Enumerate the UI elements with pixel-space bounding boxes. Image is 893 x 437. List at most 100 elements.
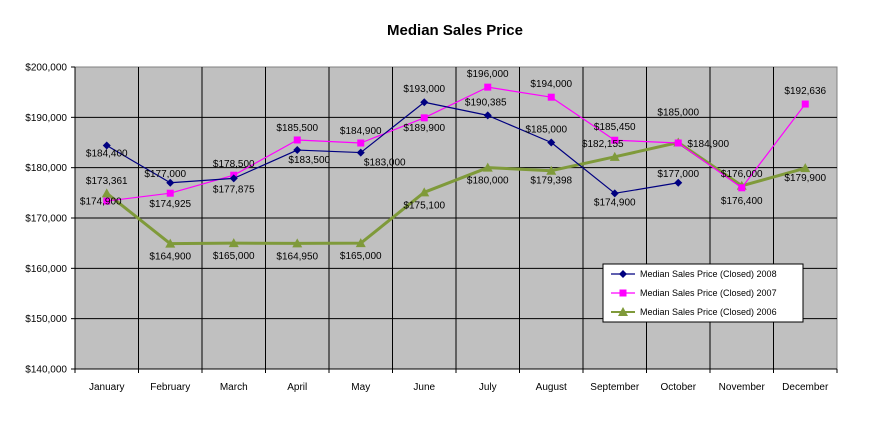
series-2008-point (166, 178, 175, 187)
series-2006-data-label: $179,900 (784, 173, 826, 184)
series-2006-point (355, 238, 366, 248)
series-2008-point (674, 178, 683, 187)
series-2008-data-label: $174,900 (594, 197, 636, 208)
series-2008-data-label: $177,875 (213, 184, 255, 195)
x-tick-label: December (782, 382, 829, 393)
series-2007-data-label: $192,636 (784, 86, 826, 97)
series-2007-point (293, 136, 301, 144)
legend-label: Median Sales Price (Closed) 2007 (640, 288, 777, 298)
series-2008-data-label: $177,000 (144, 169, 186, 180)
legend-entry-2006: Median Sales Price (Closed) 2006 (611, 307, 777, 317)
x-tick-label: July (479, 382, 497, 393)
series-2008-point (229, 174, 238, 183)
y-tick-label: $150,000 (25, 314, 67, 325)
series-2007-point (611, 136, 619, 144)
series-2008-data-label: $183,500 (288, 155, 330, 166)
x-tick-label: August (536, 382, 567, 393)
series-2007-data-label: $184,900 (340, 126, 382, 137)
series-2007-point (674, 139, 682, 147)
series-2006-data-label: $185,000 (657, 108, 699, 119)
x-tick-label: September (590, 382, 640, 393)
legend-swatch-marker (619, 289, 627, 297)
y-tick-label: $160,000 (25, 264, 67, 275)
series-2007-data-label: $178,500 (213, 159, 255, 170)
chart-title: Median Sales Price (387, 22, 523, 39)
series-2006-point (482, 162, 493, 172)
series-2006-data-label: $164,950 (276, 251, 318, 262)
series-2007-point (103, 197, 111, 205)
series-2006-data-label: $182,155 (582, 139, 624, 150)
series-2008-point (547, 138, 556, 147)
series-2007-point (484, 83, 492, 91)
series-2008-point (483, 111, 492, 120)
y-tick-label: $180,000 (25, 163, 67, 174)
series-2006-data-label: $164,900 (149, 252, 191, 263)
series-2007-data-label: $196,000 (467, 69, 509, 80)
y-tick-label: $170,000 (25, 214, 67, 225)
series-2007 (103, 83, 809, 205)
x-tick-label: April (287, 382, 307, 393)
series-2007-data-label: $185,450 (594, 122, 636, 133)
series-2007-point (801, 100, 809, 108)
series-2006-point (228, 238, 239, 248)
series-2008-data-label: $190,385 (465, 97, 507, 108)
x-tick-label: January (89, 382, 125, 393)
series-2006 (101, 137, 811, 248)
series-2008-point (102, 141, 111, 150)
x-tick-label: February (150, 382, 190, 393)
series-2006-point (165, 238, 176, 248)
series-2007-point (420, 114, 428, 122)
series-2006-point (292, 238, 303, 248)
legend-swatch-marker (618, 307, 628, 316)
series-2006-point (800, 163, 811, 173)
series-2008-data-label: $184,400 (86, 149, 128, 160)
series-2008-data-label: $193,000 (403, 84, 445, 95)
series-2007-point (357, 139, 365, 147)
series-2008-point (356, 148, 365, 157)
series-2007-line (106, 86, 806, 202)
series-2008-data-label: $183,000 (364, 158, 406, 169)
x-tick-label: October (660, 382, 696, 393)
y-tick-label: $200,000 (25, 63, 67, 74)
legend-label: Median Sales Price (Closed) 2006 (640, 307, 777, 317)
x-tick-label: March (220, 382, 248, 393)
series-2007-point (547, 93, 555, 101)
x-tick-label: May (351, 382, 370, 393)
series-2008-point (420, 98, 429, 107)
legend-label: Median Sales Price (Closed) 2008 (640, 269, 777, 279)
x-tick-label: June (413, 382, 435, 393)
series-2007-data-label: $189,900 (403, 123, 445, 134)
series-2007-data-label: $173,361 (86, 176, 128, 187)
series-2008-data-label: $185,000 (525, 125, 567, 136)
series-2008-point (610, 189, 619, 198)
y-tick-label: $140,000 (25, 365, 67, 376)
series-2008-line (106, 101, 679, 194)
legend-swatch-marker (619, 270, 627, 278)
series-2006-point (609, 151, 620, 161)
series-2006-line (105, 141, 806, 246)
series-2007-data-label: $174,925 (149, 199, 191, 210)
series-2006-point (101, 188, 112, 198)
series-2007-data-label: $176,000 (721, 169, 763, 180)
legend-box (602, 263, 804, 323)
series-2008-data-label: $177,000 (657, 169, 699, 180)
series-2008-point (293, 146, 302, 155)
series-2006-data-label: $165,000 (340, 251, 382, 262)
series-2006-point (546, 165, 557, 175)
y-tick-label: $190,000 (25, 113, 67, 124)
series-2006-data-label: $165,000 (213, 251, 255, 262)
series-2007-data-label: $185,500 (276, 123, 318, 134)
series-2007-point (166, 189, 174, 197)
series-2006-data-label: $175,100 (403, 200, 445, 211)
series-2006-data-label: $174,900 (80, 196, 122, 207)
legend-entry-2008: Median Sales Price (Closed) 2008 (611, 269, 777, 279)
series-2008 (102, 98, 683, 198)
series-2007-point (738, 184, 746, 192)
series-2006-point (419, 187, 430, 197)
series-2007-data-label: $194,000 (530, 79, 572, 90)
series-2006-data-label: $180,000 (467, 176, 509, 187)
series-2006-data-label: $176,400 (721, 196, 763, 207)
series-2007-data-label: $184,900 (687, 139, 729, 150)
